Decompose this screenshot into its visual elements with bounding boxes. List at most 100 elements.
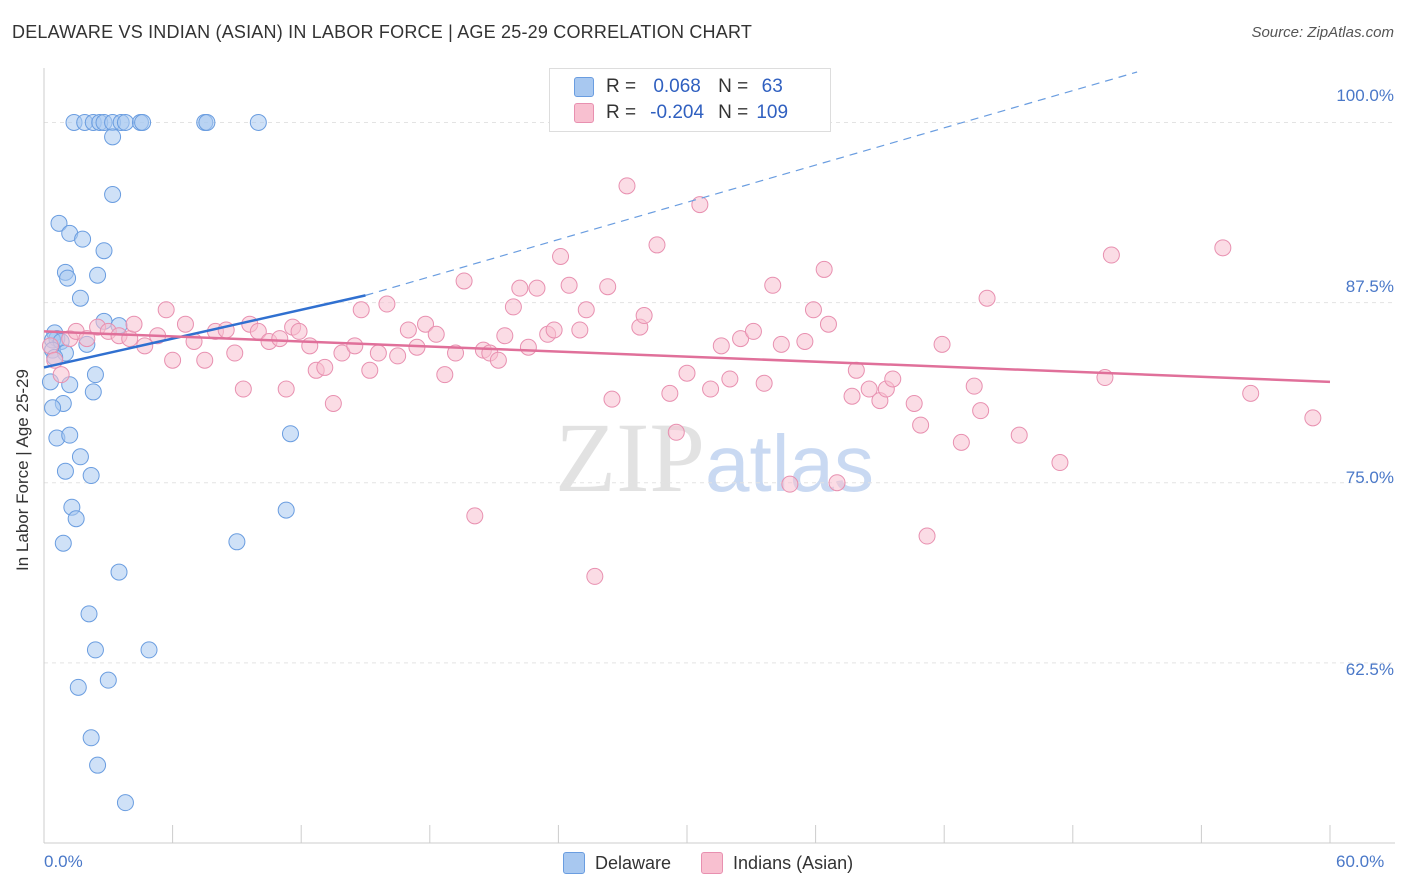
indian-point: [819, 315, 837, 333]
legend-r-label: R =: [606, 76, 637, 97]
delaware-point: [82, 729, 100, 747]
legend-n-label: N =: [718, 102, 749, 123]
delaware-point: [82, 467, 100, 485]
delaware-point: [95, 242, 113, 260]
y-tick-label: 100.0%: [1336, 86, 1394, 105]
indian-point: [324, 394, 342, 412]
legend-row-indians: R = -0.204 N = 109: [574, 101, 796, 125]
delaware-point: [99, 671, 117, 689]
series-legend-indians[interactable]: Indians (Asian): [701, 852, 853, 874]
chart-title: DELAWARE VS INDIAN (ASIAN) IN LABOR FORC…: [12, 22, 753, 42]
series-name: Indians (Asian): [733, 852, 854, 873]
indian-point: [277, 380, 295, 398]
indian-point: [511, 279, 529, 297]
indian-point: [436, 366, 454, 384]
delaware-point: [67, 510, 85, 528]
indian-point: [912, 416, 930, 434]
delaware-point: [71, 448, 89, 466]
indian-point: [447, 344, 465, 362]
delaware-point: [249, 113, 267, 131]
indian-point: [125, 315, 143, 333]
indian-point: [843, 387, 861, 405]
indian-point: [732, 330, 750, 348]
indian-point: [346, 337, 364, 355]
legend-swatch: [701, 852, 724, 874]
indian-point: [603, 390, 621, 408]
indian-point: [504, 298, 522, 316]
indian-point: [1010, 426, 1028, 444]
legend-r-label: R =: [606, 102, 637, 123]
indian-point: [234, 380, 252, 398]
delaware-point: [228, 533, 246, 551]
delaware-point: [61, 426, 79, 444]
indian-point: [796, 332, 814, 350]
indian-point: [1214, 239, 1232, 257]
legend-swatch: [574, 103, 594, 123]
indian-point: [744, 322, 762, 340]
y-tick-label: 75.0%: [1345, 468, 1394, 487]
indian-point: [52, 366, 70, 384]
indian-point: [691, 196, 709, 214]
delaware-point: [89, 266, 107, 284]
indian-point: [41, 337, 59, 355]
y-tick-label: 62.5%: [1345, 660, 1394, 679]
indian-point: [599, 278, 617, 296]
indian-point: [455, 272, 473, 290]
indian-point: [712, 337, 730, 355]
indian-point: [618, 177, 636, 195]
indian-point: [301, 337, 319, 355]
legend-row-delaware: R = 0.068 N = 63: [574, 75, 796, 99]
indian-point: [702, 380, 720, 398]
indian-point: [815, 260, 833, 278]
indian-point: [978, 289, 996, 307]
y-axis-label: In Labor Force | Age 25-29: [13, 369, 32, 571]
indian-point: [226, 344, 244, 362]
indian-point: [157, 301, 175, 319]
indian-point: [860, 380, 878, 398]
delaware-trend-extension: [365, 71, 1138, 296]
indian-point: [933, 335, 951, 353]
delaware-point: [56, 462, 74, 480]
indian-point: [678, 364, 696, 382]
indian-point: [965, 377, 983, 395]
delaware-point: [281, 425, 299, 443]
indian-point: [577, 301, 595, 319]
indian-point: [496, 327, 514, 345]
indian-point: [972, 402, 990, 420]
delaware-point: [110, 563, 128, 581]
indian-point: [648, 236, 666, 254]
delaware-point: [277, 501, 295, 519]
indian-point: [1242, 384, 1260, 402]
indian-point: [333, 344, 351, 362]
indian-point: [389, 347, 407, 365]
series-legend: Delaware Indians (Asian): [563, 852, 883, 874]
indian-point: [884, 370, 902, 388]
indian-point: [918, 527, 936, 545]
indian-point: [519, 338, 537, 356]
indian-point: [905, 394, 923, 412]
source-label: Source: ZipAtlas.com: [1251, 24, 1394, 41]
legend-r-value: 0.068: [653, 76, 701, 97]
watermark-sub: atlas: [705, 419, 874, 508]
legend-r-value: -0.204: [650, 102, 705, 123]
delaware-point: [104, 128, 122, 146]
indian-trend-line: [43, 330, 1331, 384]
delaware-point: [86, 366, 104, 384]
indian-point: [290, 322, 308, 340]
indian-point: [545, 321, 563, 339]
watermark-main: ZIP: [555, 402, 705, 513]
legend-n-label: N =: [718, 76, 749, 97]
delaware-point: [44, 399, 62, 417]
delaware-point: [134, 113, 152, 131]
delaware-point: [80, 605, 98, 623]
delaware-point: [116, 794, 134, 812]
series-legend-delaware[interactable]: Delaware: [563, 852, 671, 874]
delaware-point: [74, 230, 92, 248]
indian-point: [1102, 246, 1120, 264]
delaware-point: [140, 641, 158, 659]
indian-point: [586, 567, 604, 585]
delaware-point: [116, 113, 134, 131]
indian-point: [635, 307, 653, 325]
legend-n-value: 63: [761, 76, 783, 97]
